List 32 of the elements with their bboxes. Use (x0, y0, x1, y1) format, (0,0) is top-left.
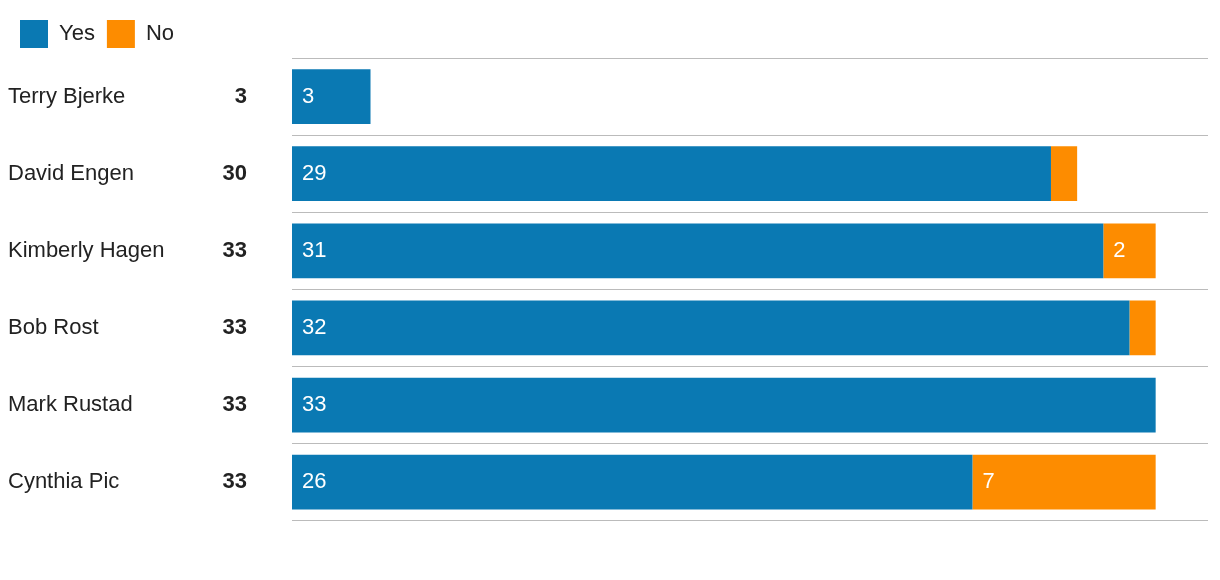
bar (1129, 300, 1156, 356)
total-label: 33 (222, 468, 247, 494)
bar (292, 69, 371, 124)
data-label: 26 (302, 468, 327, 494)
legend-label: No (145, 20, 175, 46)
y-tick-label: Kimberly Hagen (8, 236, 165, 262)
y-tick-label: Bob Rost (8, 314, 99, 340)
y-tick-label: David Engen (8, 159, 134, 185)
bar (1103, 223, 1156, 279)
bar (292, 146, 1051, 202)
data-label: 33 (302, 391, 327, 417)
data-label: 29 (302, 159, 327, 185)
data-label: 2 (1113, 236, 1126, 262)
data-label: 31 (302, 236, 327, 262)
bar (292, 223, 1104, 279)
legend-label: Yes (59, 20, 95, 46)
bar (292, 300, 1130, 356)
total-label: 33 (222, 314, 247, 340)
bar (1050, 146, 1078, 202)
total-label: 3 (234, 82, 247, 108)
total-label: 33 (222, 236, 247, 262)
data-label: 7 (982, 468, 995, 494)
total-label: 33 (222, 391, 247, 417)
data-label: 3 (302, 82, 315, 108)
bar (292, 377, 1156, 433)
y-tick-label: Terry Bjerke (8, 82, 126, 108)
y-tick-label: Mark Rustad (8, 391, 133, 417)
bar (292, 454, 973, 510)
data-label: 32 (302, 314, 327, 340)
bar (972, 454, 1156, 510)
y-tick-label: Cynthia Pic (8, 468, 120, 494)
total-label: 30 (222, 159, 247, 185)
